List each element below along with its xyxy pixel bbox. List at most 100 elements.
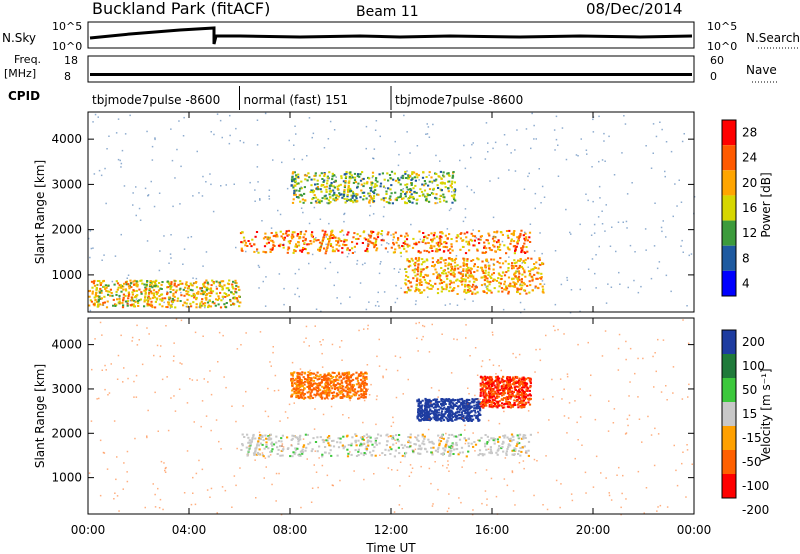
noise-pixel	[107, 394, 109, 396]
noise-pixel	[666, 399, 668, 401]
echo-pixel	[337, 446, 341, 449]
echo-pixel	[439, 416, 442, 419]
echo-pixel	[94, 294, 97, 296]
echo-pixel	[452, 288, 455, 291]
echo-pixel	[515, 245, 518, 248]
echo-pixel	[366, 250, 369, 253]
echo-pixel	[293, 453, 296, 456]
echo-pixel	[292, 251, 295, 254]
echo-pixel	[417, 259, 420, 262]
echo-pixel	[434, 268, 437, 271]
echo-pixel	[302, 445, 305, 448]
echo-pixel	[109, 294, 112, 297]
noise-pixel	[373, 157, 375, 160]
echo-pixel	[374, 454, 377, 457]
echo-pixel	[430, 245, 433, 248]
noise-pixel	[169, 307, 172, 309]
echo-pixel	[366, 245, 370, 247]
echo-pixel	[519, 292, 522, 295]
echo-pixel	[529, 433, 532, 436]
echo-pixel	[132, 289, 135, 292]
echo-pixel	[398, 178, 401, 181]
echo-pixel	[344, 390, 348, 393]
echo-pixel	[538, 259, 541, 261]
echo-pixel	[90, 300, 93, 303]
echo-pixel	[431, 261, 434, 264]
echo-pixel	[465, 399, 468, 402]
echo-pixel	[358, 386, 362, 388]
echo-pixel	[169, 291, 172, 294]
noise-pixel	[633, 279, 635, 282]
echo-pixel	[505, 400, 508, 403]
echo-pixel	[362, 382, 365, 385]
echo-pixel	[448, 419, 451, 421]
echo-pixel	[512, 435, 515, 438]
echo-pixel	[446, 450, 450, 453]
echo-pixel	[167, 303, 170, 306]
noise-pixel	[158, 192, 161, 194]
echo-pixel	[363, 393, 366, 395]
echo-pixel	[453, 198, 456, 201]
echo-pixel	[98, 290, 101, 293]
echo-pixel	[337, 195, 340, 198]
echo-pixel	[271, 444, 274, 447]
echo-pixel	[126, 300, 129, 303]
noise-pixel	[192, 277, 194, 279]
echo-pixel	[369, 195, 372, 198]
echo-pixel	[348, 249, 351, 252]
echo-pixel	[270, 450, 273, 453]
echo-pixel	[376, 193, 379, 196]
echo-pixel	[332, 396, 335, 399]
echo-pixel	[349, 381, 352, 384]
echo-pixel	[496, 396, 499, 399]
echo-pixel	[146, 304, 149, 307]
echo-pixel	[259, 434, 262, 436]
echo-pixel	[355, 392, 358, 395]
echo-pixel	[305, 446, 308, 449]
echo-pixel	[447, 271, 450, 274]
echo-pixel	[293, 192, 296, 195]
echo-pixel	[537, 272, 540, 275]
echo-pixel	[197, 290, 200, 293]
echo-pixel	[342, 435, 345, 438]
echo-pixel	[303, 383, 306, 386]
noise-pixel	[399, 268, 401, 270]
echo-pixel	[386, 233, 389, 236]
echo-pixel	[425, 405, 428, 408]
echo-pixel	[156, 285, 159, 288]
echo-pixel	[279, 230, 282, 233]
echo-pixel	[480, 235, 483, 238]
echo-pixel	[431, 285, 434, 288]
echo-pixel	[497, 272, 500, 275]
echo-pixel	[493, 442, 496, 445]
noise-pixel	[437, 396, 439, 398]
echo-pixel	[540, 276, 543, 278]
echo-pixel	[368, 192, 371, 195]
echo-pixel	[138, 299, 141, 302]
echo-pixel	[360, 388, 363, 391]
echo-pixel	[263, 245, 267, 248]
echo-pixel	[466, 406, 469, 409]
echo-pixel	[301, 448, 304, 451]
echo-pixel	[488, 283, 491, 286]
noise-pixel	[488, 359, 491, 361]
noise-pixel	[120, 162, 123, 165]
noise-pixel	[475, 237, 478, 239]
echo-pixel	[91, 292, 94, 295]
echo-pixel	[256, 444, 259, 447]
echo-pixel	[105, 289, 108, 292]
echo-pixel	[510, 433, 514, 436]
noise-pixel	[585, 149, 588, 151]
echo-pixel	[297, 244, 301, 247]
echo-pixel	[467, 418, 470, 421]
echo-pixel	[522, 386, 525, 389]
echo-pixel	[229, 298, 232, 301]
echo-pixel	[362, 442, 365, 445]
echo-pixel	[115, 280, 118, 283]
echo-pixel	[355, 444, 358, 447]
noise-pixel	[317, 486, 319, 489]
echo-pixel	[444, 445, 447, 448]
echo-pixel	[428, 188, 432, 191]
echo-pixel	[351, 386, 354, 389]
echo-pixel	[440, 412, 443, 415]
